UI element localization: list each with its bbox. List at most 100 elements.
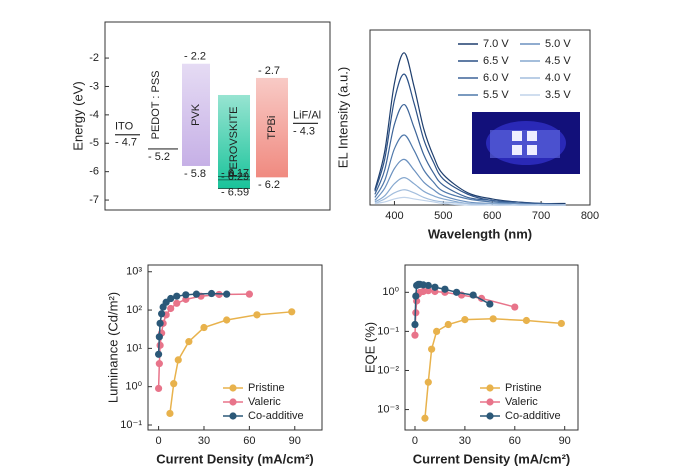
- layer-name: ITO: [115, 121, 134, 133]
- data-point: [412, 292, 420, 300]
- energy-band: [256, 77, 288, 178]
- sub-level-label: - 6.17: [221, 167, 249, 179]
- data-point: [557, 319, 565, 328]
- x-tick-label: 60: [509, 435, 521, 447]
- legend-label: 4.5 V: [545, 55, 571, 67]
- legend-label: 6.5 V: [483, 55, 509, 67]
- y-tick-label: 10⁻³: [377, 403, 399, 415]
- data-point: [156, 319, 164, 327]
- data-point: [511, 303, 519, 311]
- y-axis-label: EQE (%): [362, 322, 377, 373]
- y-axis-label: EL Intensity (a.u.): [335, 67, 350, 168]
- data-point: [192, 290, 201, 298]
- data-point: [452, 288, 461, 296]
- legend-marker: [229, 384, 237, 392]
- level-label: - 5.2: [148, 151, 170, 163]
- y-axis-label: Luminance (Cd/m²): [105, 292, 120, 403]
- x-tick-label: 700: [532, 210, 550, 222]
- data-point: [424, 281, 432, 290]
- layer-name: PVK: [190, 103, 202, 126]
- y-tick-label: -4: [89, 109, 99, 121]
- legend-marker: [486, 384, 494, 392]
- sub-level-label: - 6.29: [221, 171, 249, 183]
- y-axis-label: Energy (eV): [70, 81, 85, 150]
- photo-pixel: [512, 131, 522, 141]
- y-tick-label: 10⁻¹: [377, 325, 399, 337]
- data-point: [173, 299, 181, 307]
- data-point: [424, 287, 432, 295]
- photo-pixel: [512, 145, 522, 155]
- y-tick-label: 10²: [126, 304, 142, 316]
- legend-marker: [229, 412, 237, 420]
- data-point: [167, 294, 175, 303]
- legend-marker: [229, 398, 237, 406]
- x-tick-label: 30: [198, 435, 210, 447]
- legend-label: Pristine: [248, 382, 285, 394]
- series-line: [374, 177, 566, 206]
- x-tick-label: 90: [289, 435, 301, 447]
- data-point: [424, 378, 432, 386]
- data-point: [170, 380, 178, 388]
- data-point: [207, 289, 216, 298]
- data-point: [411, 331, 419, 339]
- level-label: - 4.7: [115, 137, 137, 149]
- data-point: [158, 310, 166, 318]
- data-point: [428, 345, 436, 353]
- energy-band: [218, 94, 250, 189]
- legend-label: 5.5 V: [483, 89, 509, 101]
- x-tick-label: 60: [243, 435, 255, 447]
- layer-name: PEDOT : PSS: [150, 71, 162, 140]
- data-point: [245, 290, 253, 298]
- data-point: [411, 320, 419, 329]
- level-label: - 4.3: [293, 125, 315, 137]
- series-line: [414, 289, 515, 336]
- data-point: [522, 316, 531, 325]
- data-point: [433, 327, 441, 335]
- x-tick-label: 600: [483, 210, 501, 222]
- data-point: [182, 291, 190, 299]
- device-photo: [472, 112, 580, 174]
- data-point: [431, 283, 439, 291]
- data-point: [167, 304, 175, 313]
- y-tick-label: 10³: [126, 266, 142, 278]
- x-tick-label: 0: [412, 435, 418, 447]
- legend-marker: [486, 412, 494, 420]
- legend-label: Valeric: [505, 396, 538, 408]
- legend-label: 6.0 V: [483, 72, 509, 84]
- legend-label: 7.0 V: [483, 38, 509, 50]
- x-tick-label: 500: [434, 210, 452, 222]
- data-point: [486, 300, 494, 308]
- sub-level-label: - 6.59: [221, 186, 249, 198]
- x-axis-label: Current Density (mA/cm²): [413, 451, 570, 466]
- x-tick-label: 400: [385, 210, 403, 222]
- y-tick-label: -7: [89, 194, 99, 206]
- plot-frame: [147, 264, 323, 431]
- data-point: [154, 384, 163, 393]
- y-tick-label: 10⁰: [125, 381, 142, 393]
- x-tick-label: 0: [156, 435, 162, 447]
- data-point: [253, 311, 261, 319]
- data-point: [461, 316, 469, 324]
- data-point: [489, 315, 497, 323]
- y-tick-label: -6: [89, 166, 99, 178]
- series-line: [169, 311, 292, 414]
- y-tick-label: 10⁻²: [377, 364, 399, 376]
- photo-device: [490, 130, 560, 158]
- plot-frame: [404, 264, 579, 431]
- x-tick-label: 30: [459, 435, 471, 447]
- level-label: - 6.2: [258, 179, 280, 191]
- legend-label: Co-additive: [248, 410, 304, 422]
- level-label: - 2.7: [258, 65, 280, 77]
- x-tick-label: 90: [559, 435, 571, 447]
- legend-label: Pristine: [505, 382, 542, 394]
- data-point: [173, 292, 181, 300]
- legend-label: 5.0 V: [545, 38, 571, 50]
- x-axis-label: Wavelength (nm): [428, 226, 532, 241]
- level-label: - 2.2: [184, 51, 206, 63]
- x-tick-label: 800: [581, 210, 599, 222]
- data-point: [185, 338, 193, 346]
- plot-frame: [104, 21, 331, 211]
- data-point: [155, 360, 163, 368]
- data-point: [200, 323, 208, 332]
